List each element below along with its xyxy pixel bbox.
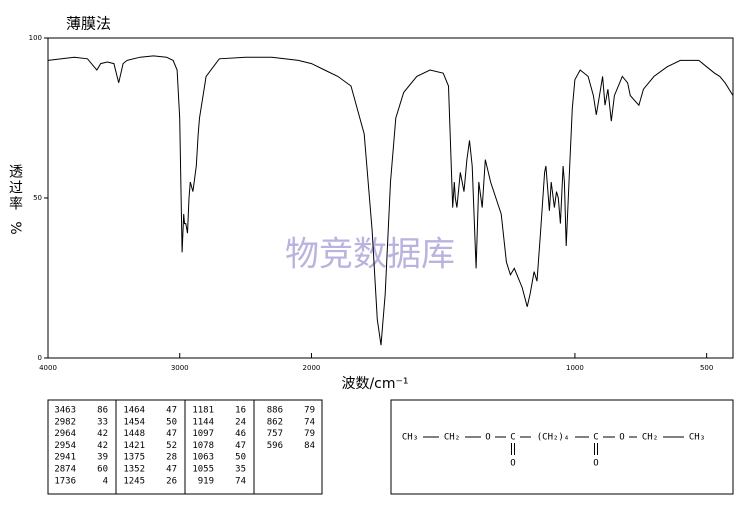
x-tick-label: 1000 <box>566 364 584 372</box>
peak-wavenumber: 1181 <box>192 406 214 416</box>
peak-wavenumber: 2874 <box>54 465 76 475</box>
peak-wavenumber: 1063 <box>192 453 214 463</box>
peak-wavenumber: 2964 <box>54 429 76 439</box>
peak-transmittance: 47 <box>166 465 177 475</box>
peak-wavenumber: 1055 <box>192 465 214 475</box>
peak-transmittance: 39 <box>97 453 108 463</box>
peak-transmittance: 46 <box>235 429 246 439</box>
peak-wavenumber: 2941 <box>54 453 76 463</box>
watermark: 物竞数据库 <box>285 235 455 275</box>
peak-wavenumber: 1352 <box>123 465 145 475</box>
peak-transmittance: 26 <box>166 476 177 486</box>
peak-wavenumber: 596 <box>267 441 283 451</box>
y-tick-label: 50 <box>33 194 42 202</box>
y-tick-label: 100 <box>29 34 42 42</box>
peak-wavenumber: 886 <box>267 406 283 416</box>
peak-wavenumber: 757 <box>267 429 283 439</box>
peak-wavenumber: 1421 <box>123 441 145 451</box>
chart-title: 薄膜法 <box>66 15 111 33</box>
peak-wavenumber: 1097 <box>192 429 214 439</box>
peak-wavenumber: 1448 <box>123 429 145 439</box>
structure-group: O <box>619 433 624 443</box>
x-tick-label: 2000 <box>303 364 321 372</box>
peak-transmittance: 42 <box>97 441 108 451</box>
peak-transmittance: 86 <box>97 406 108 416</box>
peak-wavenumber: 1464 <box>123 406 145 416</box>
peak-transmittance: 35 <box>235 465 246 475</box>
y-tick-label: 0 <box>38 354 42 362</box>
peak-transmittance: 79 <box>304 406 315 416</box>
peak-transmittance: 47 <box>235 441 246 451</box>
peak-transmittance: 84 <box>304 441 315 451</box>
peak-transmittance: 50 <box>235 453 246 463</box>
peak-wavenumber: 1736 <box>54 476 76 486</box>
peak-wavenumber: 3463 <box>54 406 76 416</box>
structure-group: CH₃ <box>689 433 705 443</box>
peak-wavenumber: 1078 <box>192 441 214 451</box>
peak-wavenumber: 2954 <box>54 441 76 451</box>
peak-transmittance: 42 <box>97 429 108 439</box>
peak-transmittance: 24 <box>235 417 246 427</box>
peak-transmittance: 74 <box>304 417 315 427</box>
peak-transmittance: 79 <box>304 429 315 439</box>
structure-frame <box>390 399 734 495</box>
carbonyl-oxygen: O <box>593 459 598 469</box>
plot-frame <box>47 37 734 359</box>
structure-group: CH₂ <box>444 433 460 443</box>
peak-wavenumber: 919 <box>198 476 214 486</box>
peak-transmittance: 47 <box>166 429 177 439</box>
carbonyl-oxygen: O <box>510 459 515 469</box>
peak-wavenumber: 1245 <box>123 476 145 486</box>
peak-wavenumber: 1144 <box>192 417 214 427</box>
peak-transmittance: 4 <box>103 476 108 486</box>
y-axis-unit: % <box>7 221 23 234</box>
y-axis-label: 透过率 <box>7 164 23 212</box>
peak-transmittance: 52 <box>166 441 177 451</box>
peak-wavenumber: 1375 <box>123 453 145 463</box>
structure-group: O <box>485 433 490 443</box>
peak-transmittance: 60 <box>97 465 108 475</box>
peak-transmittance: 47 <box>166 406 177 416</box>
structure-group: CH₃ <box>402 433 418 443</box>
x-axis-label: 波数/cm⁻¹ <box>341 376 408 392</box>
peak-wavenumber: 862 <box>267 417 283 427</box>
structure-group: C <box>593 433 598 443</box>
peak-transmittance: 50 <box>166 417 177 427</box>
structure-group: (CH₂)₄ <box>537 433 570 443</box>
structure-group: CH₂ <box>642 433 658 443</box>
peak-wavenumber: 2982 <box>54 417 76 427</box>
structure-group: C <box>510 433 515 443</box>
peak-wavenumber: 1454 <box>123 417 145 427</box>
x-tick-label: 4000 <box>39 364 57 372</box>
spectrum-line <box>47 55 734 346</box>
peak-transmittance: 28 <box>166 453 177 463</box>
x-tick-label: 3000 <box>171 364 189 372</box>
peak-transmittance: 74 <box>235 476 246 486</box>
x-tick-label: 500 <box>700 364 713 372</box>
peak-transmittance: 16 <box>235 406 246 416</box>
peak-transmittance: 33 <box>97 417 108 427</box>
